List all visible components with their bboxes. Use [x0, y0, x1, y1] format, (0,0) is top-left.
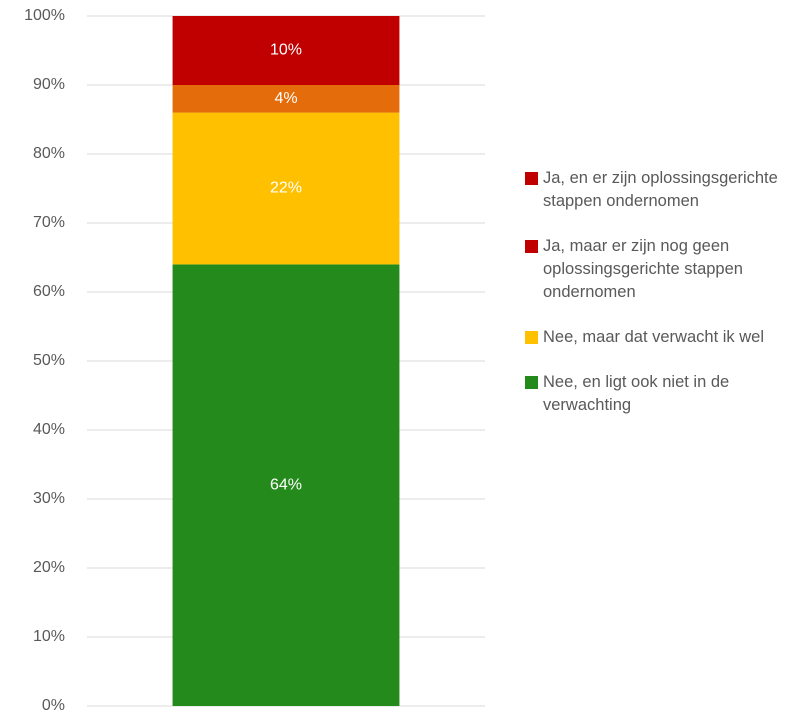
y-tick-label: 90%: [33, 76, 65, 93]
legend-label: Ja, en er zijn oplossingsgerichte stappe…: [543, 169, 778, 210]
y-tick-label: 40%: [33, 421, 65, 438]
value-label: 4%: [274, 90, 297, 107]
legend-swatch: [525, 240, 538, 253]
legend-label: Nee, maar dat verwacht ik wel: [543, 328, 765, 346]
legend-label: Nee, en ligt ook niet in de verwachting: [543, 373, 730, 414]
bar-segment: [172, 264, 400, 706]
legend-swatch: [525, 331, 538, 344]
legend-item: Ja, en er zijn oplossingsgerichte stappe…: [525, 167, 783, 213]
legend-swatch: [525, 376, 538, 389]
y-tick-label: 70%: [33, 214, 65, 231]
bar-segment: [172, 16, 400, 85]
legend-item: Ja, maar er zijn nog geen oplossingsgeri…: [525, 235, 783, 304]
bar-segment: [172, 112, 400, 265]
legend-item: Nee, maar dat verwacht ik wel: [525, 326, 783, 349]
y-tick-label: 10%: [33, 628, 65, 645]
y-tick-label: 100%: [24, 7, 65, 24]
value-label: 22%: [270, 180, 302, 197]
legend-swatch: [525, 172, 538, 185]
y-tick-label: 0%: [42, 697, 65, 714]
y-tick-label: 50%: [33, 352, 65, 369]
y-tick-label: 20%: [33, 559, 65, 576]
value-label: 64%: [270, 476, 302, 493]
legend-item: Nee, en ligt ook niet in de verwachting: [525, 371, 783, 417]
value-label: 10%: [270, 42, 302, 59]
y-tick-label: 80%: [33, 145, 65, 162]
bar-segment: [172, 85, 400, 113]
y-tick-label: 30%: [33, 490, 65, 507]
y-tick-label: 60%: [33, 283, 65, 300]
legend-label: Ja, maar er zijn nog geen oplossingsgeri…: [543, 237, 743, 301]
legend: Ja, en er zijn oplossingsgerichte stappe…: [525, 167, 783, 417]
